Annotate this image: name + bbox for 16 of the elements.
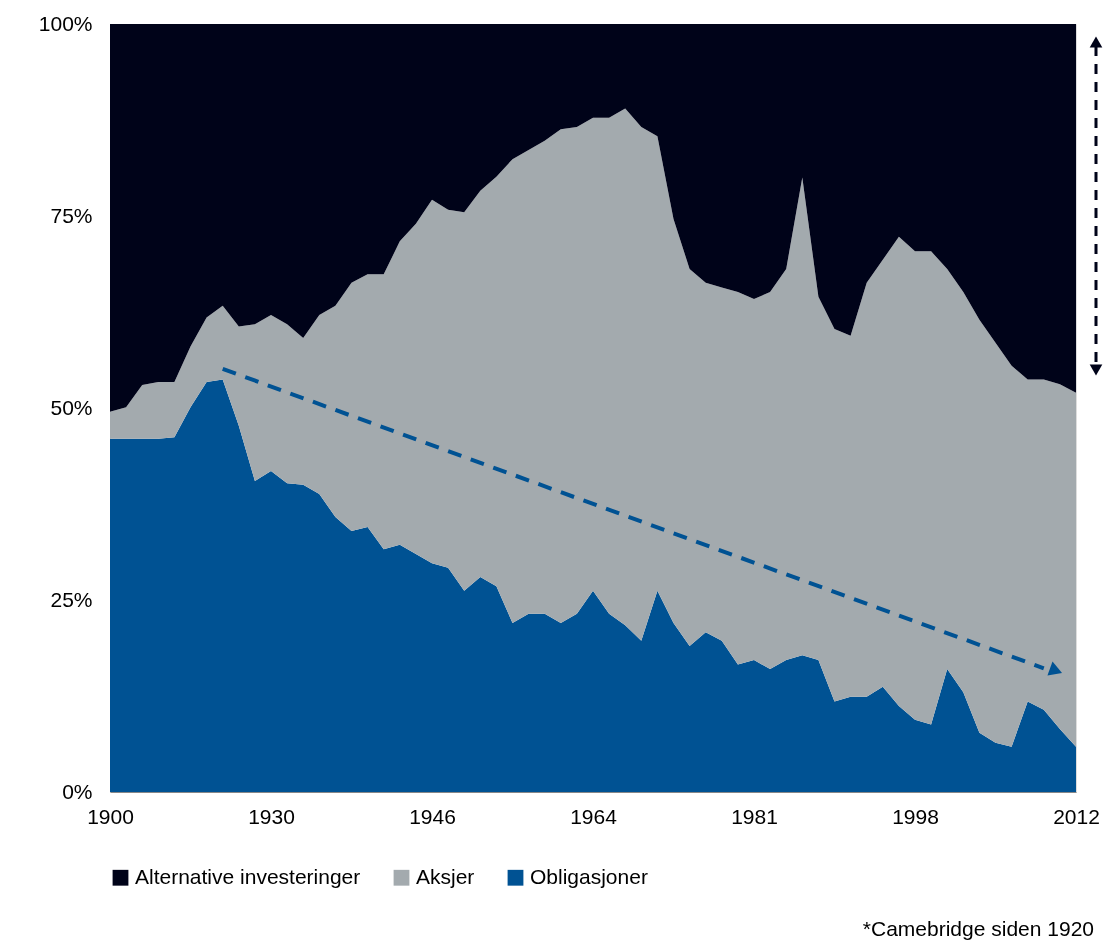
y-tick-label: 25% bbox=[50, 587, 93, 611]
text: *Camebridge siden 1920 bbox=[862, 917, 1094, 940]
legend-label: Alternative investeringer bbox=[135, 864, 361, 888]
x-tick-label: 1981 bbox=[731, 804, 778, 828]
x-tick-label: 1964 bbox=[570, 804, 618, 828]
y-tick-label: 0% bbox=[62, 779, 93, 803]
legend-label: Obligasjoner bbox=[530, 864, 648, 888]
y-tick-label: 50% bbox=[50, 395, 93, 419]
x-tick-label: 1900 bbox=[87, 804, 134, 828]
y-tick-label: 100% bbox=[38, 11, 93, 35]
legend-label: Aksjer bbox=[416, 864, 475, 888]
y-tick-label: 75% bbox=[50, 203, 93, 227]
x-tick-label: 1946 bbox=[409, 804, 456, 828]
x-tick-label: 1998 bbox=[892, 804, 939, 828]
x-tick-label: 2012 bbox=[1053, 804, 1100, 828]
x-tick-label: 1930 bbox=[248, 804, 295, 828]
